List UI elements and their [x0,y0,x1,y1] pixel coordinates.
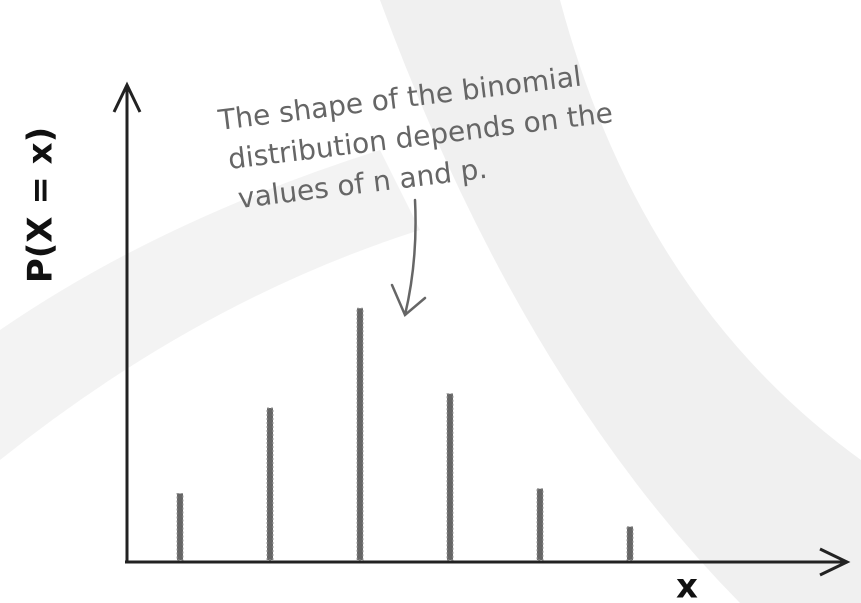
y-axis-arrow [112,81,142,113]
bar [536,488,544,561]
y-axis-label: P(X = x) [21,127,61,283]
x-axis-label: x [676,567,698,603]
bar [176,493,184,561]
watermark [0,150,420,460]
bar [356,307,364,561]
bar [266,407,274,561]
bar [626,526,634,561]
annotation-arrow [390,198,427,318]
x-axis-arrow [819,547,851,577]
bar [446,393,454,561]
watermark [380,0,861,603]
